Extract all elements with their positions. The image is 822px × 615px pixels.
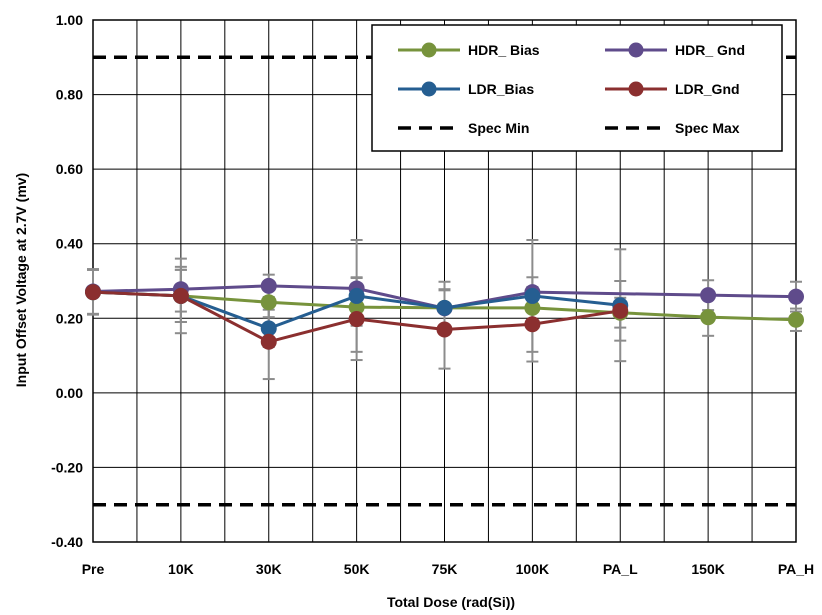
data-point — [700, 287, 717, 304]
x-tick-label: 100K — [516, 561, 549, 577]
x-tick-label: 75K — [432, 561, 458, 577]
data-point — [260, 320, 277, 337]
y-tick-label: 0.60 — [56, 161, 83, 177]
legend-label: LDR_Bias — [468, 81, 534, 97]
y-tick-label: 1.00 — [56, 12, 83, 28]
y-tick-label: -0.40 — [51, 534, 83, 550]
legend-marker — [628, 81, 644, 97]
legend-label: Spec Max — [675, 120, 740, 136]
data-point — [260, 294, 277, 311]
x-tick-label: 50K — [344, 561, 370, 577]
y-tick-label: 0.40 — [56, 236, 83, 252]
data-point — [788, 311, 804, 328]
data-point — [348, 299, 365, 316]
x-tick-label: Pre — [82, 561, 105, 577]
data-point — [436, 321, 453, 338]
data-point — [260, 277, 277, 294]
legend-label: LDR_Gnd — [675, 81, 740, 97]
y-tick-label: 0.80 — [56, 87, 83, 103]
data-point — [788, 288, 804, 305]
x-tick-label: PA_H — [778, 561, 814, 577]
series-lines — [85, 277, 804, 350]
legend-label: HDR_ Gnd — [675, 42, 745, 58]
x-tick-label: 10K — [168, 561, 194, 577]
data-point — [700, 309, 717, 326]
legend-marker — [628, 42, 644, 58]
x-tick-labels: Pre 10K 30K 50K 75K 100K PA_L 150K PA_H — [82, 561, 814, 577]
legend-label: HDR_ Bias — [468, 42, 540, 58]
series-line — [92, 284, 797, 310]
data-point — [436, 299, 453, 316]
legend-marker — [421, 81, 437, 97]
y-tick-label: -0.20 — [51, 459, 83, 475]
legend-label: Spec Min — [468, 120, 529, 136]
data-point — [348, 311, 365, 328]
data-point — [85, 284, 101, 301]
y-axis-title: Input Offset Voltage at 2.7V (mv) — [13, 173, 29, 387]
x-axis-title: Total Dose (rad(Si)) — [387, 594, 515, 610]
data-point — [524, 287, 541, 304]
x-tick-label: 30K — [256, 561, 282, 577]
data-point — [524, 316, 541, 333]
y-tick-labels: 1.00 0.80 0.60 0.40 0.20 0.00 -0.20 -0.40 — [51, 12, 83, 550]
x-tick-label: PA_L — [603, 561, 638, 577]
legend: HDR_ Bias HDR_ Gnd LDR_Bias LDR_Gnd Spec Min… — [371, 24, 783, 152]
legend-marker — [421, 42, 437, 58]
data-point — [348, 287, 365, 304]
reference-lines — [93, 55, 796, 507]
data-point — [612, 302, 629, 319]
y-tick-label: 0.00 — [56, 385, 83, 401]
y-tick-label: 0.20 — [56, 310, 83, 326]
data-point — [524, 299, 541, 316]
x-tick-label: 150K — [691, 561, 724, 577]
data-point — [260, 333, 277, 350]
data-point — [172, 287, 189, 304]
